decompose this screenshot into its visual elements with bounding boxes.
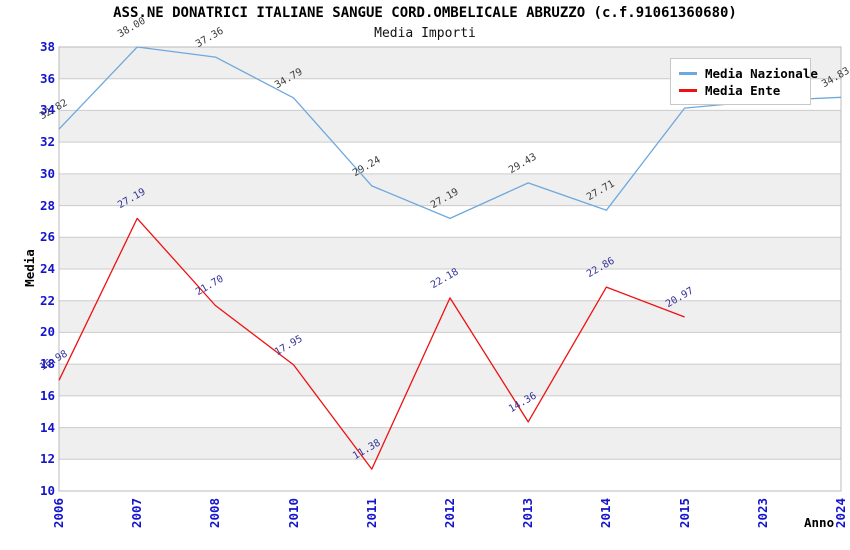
y-tick-label: 38 (39, 39, 55, 54)
y-tick-label: 10 (39, 483, 55, 498)
y-tick-label: 14 (39, 419, 55, 435)
chart-subtitle: Media Importi (374, 26, 476, 41)
x-tick-label: 2007 (129, 497, 145, 529)
x-axis-title: Anno (804, 515, 835, 530)
grid-band (59, 300, 841, 333)
x-tick-label: 2014 (598, 497, 614, 529)
legend-item-media-ente: Media Ente (679, 82, 810, 99)
line-swatch-icon (679, 89, 697, 92)
y-tick-label: 24 (39, 261, 55, 276)
x-tick-label: 2008 (207, 497, 223, 529)
series-line-0 (58, 46, 842, 220)
y-tick-label: 34 (39, 102, 55, 118)
y-tick-label: 32 (39, 134, 55, 150)
y-tick-label: 12 (39, 451, 55, 467)
series-line-1 (58, 217, 685, 470)
legend-label: Media Ente (705, 83, 781, 98)
y-tick-label: 36 (39, 70, 55, 86)
x-tick-label: 2010 (285, 497, 301, 529)
x-tick-label: 2011 (363, 497, 379, 529)
x-tick-label: 2013 (520, 497, 536, 529)
legend-item-media-nazionale: Media Nazionale (679, 65, 818, 82)
x-tick-label: 2024 (833, 497, 848, 529)
grid-band (59, 364, 841, 396)
chart-title: ASS.NE DONATRICI ITALIANE SANGUE CORD.OM… (113, 5, 737, 21)
y-tick-label: 30 (39, 165, 55, 181)
grid-band (59, 110, 841, 143)
grid-band (59, 427, 841, 460)
legend-label: Media Nazionale (705, 66, 818, 81)
legend-box: Media Nazionale Media Ente (670, 58, 818, 105)
y-tick-label: 16 (39, 387, 55, 403)
x-tick-label: 2023 (754, 497, 770, 529)
x-tick-label: 2012 (442, 497, 457, 529)
y-tick-label: 26 (39, 229, 55, 245)
y-tick-label: 22 (39, 292, 55, 308)
y-tick-label: 20 (39, 324, 55, 340)
x-tick-label: 2015 (676, 497, 692, 529)
x-tick-label: 2006 (51, 497, 66, 529)
grid-band (59, 237, 841, 269)
y-tick-label: 18 (39, 356, 55, 372)
y-tick-label: 28 (39, 197, 55, 213)
line-swatch-icon (679, 72, 697, 75)
plot-border (58, 46, 842, 492)
grid-band (59, 173, 841, 206)
